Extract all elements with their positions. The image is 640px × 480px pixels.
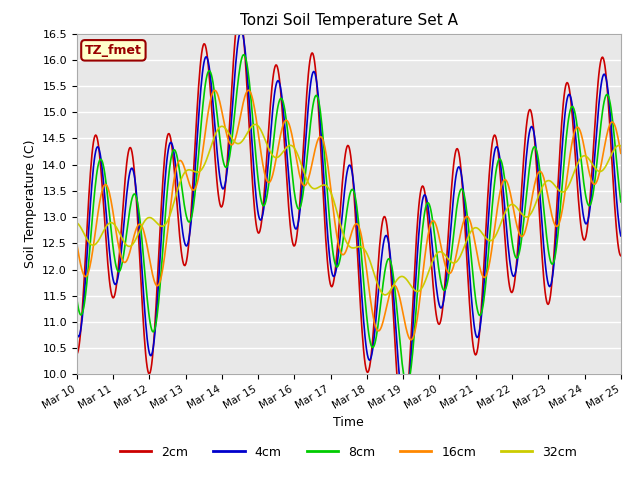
- X-axis label: Time: Time: [333, 417, 364, 430]
- Title: Tonzi Soil Temperature Set A: Tonzi Soil Temperature Set A: [240, 13, 458, 28]
- Text: TZ_fmet: TZ_fmet: [85, 44, 142, 57]
- Legend: 2cm, 4cm, 8cm, 16cm, 32cm: 2cm, 4cm, 8cm, 16cm, 32cm: [115, 441, 582, 464]
- Y-axis label: Soil Temperature (C): Soil Temperature (C): [24, 140, 36, 268]
